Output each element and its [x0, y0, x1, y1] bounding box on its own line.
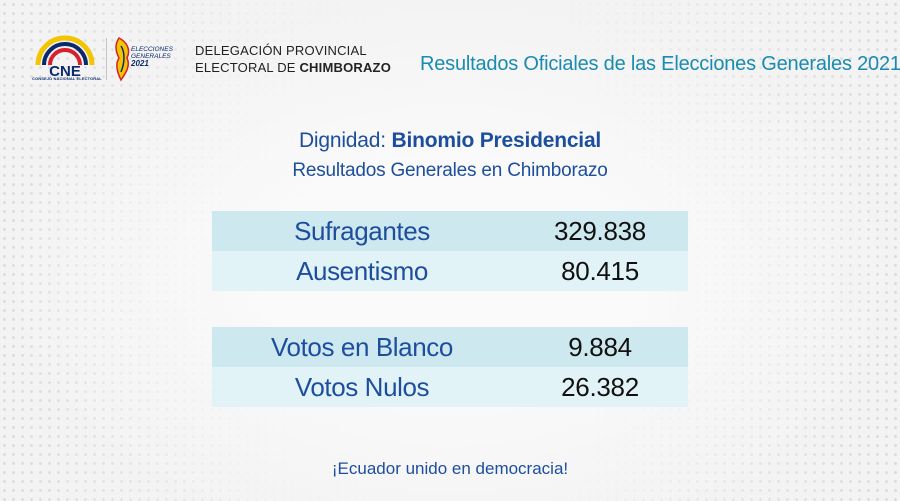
- header: CNE CONSEJO NACIONAL ELECTORAL ELECCIONE…: [32, 34, 391, 84]
- cne-logo-text: CNE: [49, 63, 81, 77]
- delegation-line2: ELECTORAL DE CHIMBORAZO: [195, 59, 391, 76]
- dignity-label: Dignidad:: [298, 129, 392, 152]
- elecciones-logo-line2: GENERALES: [131, 53, 171, 60]
- row-label-votos-blanco: Votos en Blanco: [271, 331, 453, 362]
- row-value-ausentismo: 80.415: [561, 255, 639, 286]
- row-label-ausentismo: Ausentismo: [296, 255, 428, 286]
- row-value-votos-blanco: 9.884: [568, 331, 632, 362]
- row-value-sufragantes: 329.838: [554, 215, 646, 246]
- table-row: Ausentismo 80.415: [212, 251, 688, 291]
- votes-table: Votos en Blanco 9.884 Votos Nulos 26.382: [212, 327, 688, 407]
- elecciones-2021-logo-icon: ELECCIONES GENERALES 2021: [113, 34, 179, 84]
- footer-slogan: ¡Ecuador unido en democracia!: [331, 459, 569, 478]
- row-label-sufragantes: Sufragantes: [294, 215, 430, 246]
- turnout-table: Sufragantes 329.838 Ausentismo 80.415: [212, 211, 688, 291]
- elecciones-logo-line1: ELECCIONES: [131, 46, 173, 53]
- delegation-line2-prefix: ELECTORAL DE: [195, 60, 300, 75]
- table-row: Votos Nulos 26.382: [212, 367, 688, 407]
- elecciones-logo-year: 2021: [131, 59, 149, 68]
- delegation-province: CHIMBORAZO: [299, 60, 392, 75]
- row-label-votos-nulos: Votos Nulos: [294, 371, 430, 402]
- table-row: Votos en Blanco 9.884: [212, 327, 688, 367]
- dignity-value: Binomio Presidencial: [391, 129, 602, 152]
- cne-logo-subtext: CONSEJO NACIONAL ELECTORAL: [32, 76, 102, 81]
- header-divider: [106, 38, 107, 80]
- delegation-line1: DELEGACIÓN PROVINCIAL: [195, 43, 367, 58]
- official-results-title: Resultados Oficiales de las Elecciones G…: [420, 53, 900, 75]
- row-value-votos-nulos: 26.382: [561, 371, 639, 402]
- cne-logo-icon: CNE CONSEJO NACIONAL ELECTORAL: [32, 35, 102, 83]
- dignity-heading: Dignidad: Binomio Presidencial: [0, 129, 900, 153]
- results-subtitle: Resultados Generales en Chimborazo: [292, 160, 608, 181]
- delegation-name: DELEGACIÓN PROVINCIAL ELECTORAL DE CHIMB…: [195, 42, 391, 76]
- table-row: Sufragantes 329.838: [212, 211, 688, 251]
